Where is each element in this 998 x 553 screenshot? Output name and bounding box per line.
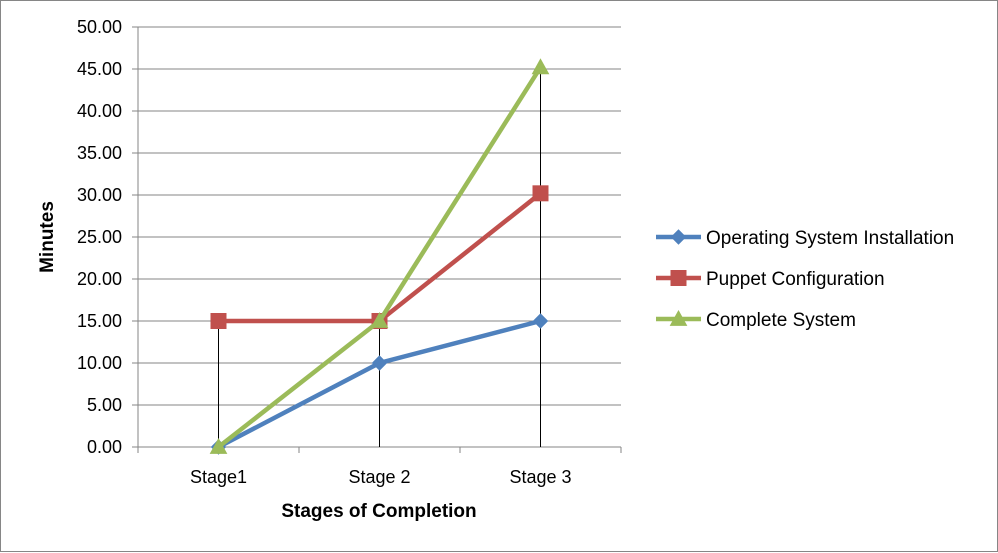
series [209, 58, 550, 455]
x-tick-label: Stage1 [190, 467, 247, 487]
x-tick-label: Stage 3 [509, 467, 571, 487]
legend-item: Operating System Installation [656, 228, 954, 249]
legend-item: Puppet Configuration [656, 269, 885, 290]
y-tick-label: 45.00 [77, 59, 122, 79]
x-axis-ticks: Stage1 Stage 2 Stage 3 [190, 467, 572, 487]
y-tick-label: 0.00 [87, 437, 122, 457]
legend-label: Operating System Installation [706, 228, 954, 249]
y-axis-title: Minutes [37, 201, 58, 273]
y-tick-label: 50.00 [77, 17, 122, 37]
legend-marker [670, 270, 687, 286]
data-point [370, 311, 389, 328]
drop-lines [218, 67, 541, 447]
y-tick-label: 10.00 [77, 353, 122, 373]
legend-marker [669, 309, 688, 326]
legend-marker [670, 229, 687, 245]
x-tick-label: Stage 2 [348, 467, 410, 487]
x-axis-title: Stages of Completion [281, 501, 476, 522]
y-tick-label: 20.00 [77, 269, 122, 289]
series-2 [210, 185, 549, 329]
axes [132, 26, 622, 453]
data-point [209, 437, 228, 454]
data-point [531, 58, 550, 75]
legend-item: Complete System [656, 309, 856, 331]
y-tick-label: 25.00 [77, 227, 122, 247]
y-axis-ticks: 0.00 5.00 10.00 15.00 20.00 25.00 30.00 35.00 40… [77, 17, 122, 457]
series-line [218, 191, 542, 324]
data-point [532, 185, 549, 202]
y-tick-label: 5.00 [87, 395, 122, 415]
legend-label: Complete System [706, 310, 856, 331]
y-tick-label: 40.00 [77, 101, 122, 121]
data-point [210, 313, 227, 329]
y-tick-label: 30.00 [77, 185, 122, 205]
data-point [371, 355, 388, 371]
series-3 [209, 58, 550, 454]
legend: Operating System Installation Puppet Conf… [656, 228, 954, 331]
y-tick-label: 35.00 [77, 143, 122, 163]
legend-label: Puppet Configuration [706, 269, 885, 290]
data-point [532, 313, 549, 329]
y-tick-label: 15.00 [77, 311, 122, 331]
